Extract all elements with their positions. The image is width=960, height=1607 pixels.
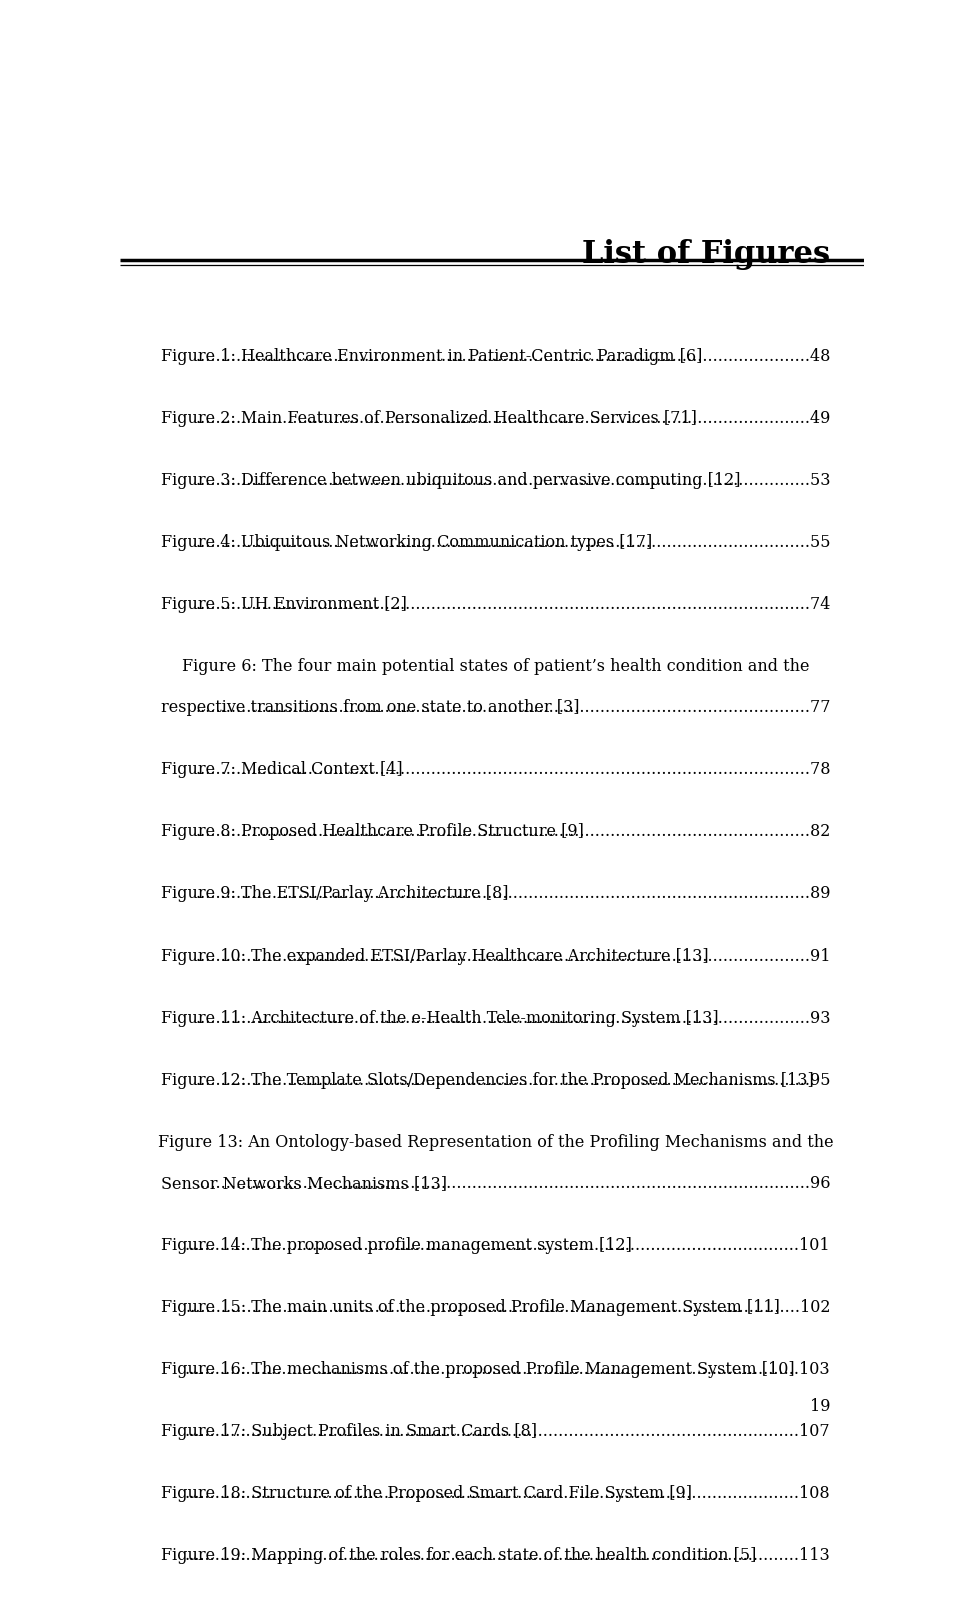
Text: ................................................................................: ........................................… <box>195 1175 830 1191</box>
Text: Figure 3: Difference between ubiquitous and pervasive computing [12]: Figure 3: Difference between ubiquitous … <box>161 471 740 489</box>
Text: ................................................................................: ........................................… <box>195 347 830 365</box>
Text: ................................................................................: ........................................… <box>185 1360 830 1377</box>
Text: Figure 7: Medical Context [4]: Figure 7: Medical Context [4] <box>161 760 402 778</box>
Text: ................................................................................: ........................................… <box>195 760 830 778</box>
Text: ................................................................................: ........................................… <box>185 1485 830 1501</box>
Text: ................................................................................: ........................................… <box>185 1422 830 1440</box>
Text: Figure 9: The ETSI/Parlay Architecture [8]: Figure 9: The ETSI/Parlay Architecture [… <box>161 885 509 902</box>
Text: Figure 13: An Ontology-based Representation of the Profiling Mechanisms and the: Figure 13: An Ontology-based Representat… <box>157 1133 833 1151</box>
Text: ................................................................................: ........................................… <box>195 699 830 715</box>
Text: ................................................................................: ........................................… <box>195 823 830 840</box>
Text: Figure 8: Proposed Healthcare Profile Structure [9]: Figure 8: Proposed Healthcare Profile St… <box>161 823 584 840</box>
Text: ................................................................................: ........................................… <box>185 1236 830 1253</box>
Text: ................................................................................: ........................................… <box>195 534 830 551</box>
Text: Figure 15: The main units of the proposed Profile Management System [11]: Figure 15: The main units of the propose… <box>161 1298 780 1315</box>
Text: 19: 19 <box>810 1396 830 1414</box>
Text: ................................................................................: ........................................… <box>195 410 830 426</box>
Text: ................................................................................: ........................................… <box>195 1072 830 1088</box>
Text: ................................................................................: ........................................… <box>195 471 830 489</box>
Text: Figure 19: Mapping of the roles for each state of the health condition [5]: Figure 19: Mapping of the roles for each… <box>161 1546 756 1564</box>
Text: Figure 10: The expanded ETSI/Parlay Healthcare Architecture [13]: Figure 10: The expanded ETSI/Parlay Heal… <box>161 947 708 964</box>
Text: Figure 14: The proposed profile management system [12]: Figure 14: The proposed profile manageme… <box>161 1236 632 1253</box>
Text: Figure 11: Architecture of the e-Health Tele-monitoring System [13]: Figure 11: Architecture of the e-Health … <box>161 1009 718 1025</box>
Text: Sensor Networks Mechanisms [13]: Sensor Networks Mechanisms [13] <box>161 1175 447 1191</box>
Text: List of Figures: List of Figures <box>583 238 830 270</box>
Text: Figure 17: Subject Profiles in Smart Cards [8]: Figure 17: Subject Profiles in Smart Car… <box>161 1422 537 1440</box>
Text: respective transitions from one state to another [3]: respective transitions from one state to… <box>161 699 580 715</box>
Text: Figure 1: Healthcare Environment in Patient-Centric Paradigm [6]: Figure 1: Healthcare Environment in Pati… <box>161 347 703 365</box>
Text: Figure 16: The mechanisms of the proposed Profile Management System [10]: Figure 16: The mechanisms of the propose… <box>161 1360 795 1377</box>
Text: Figure 12: The Template Slots/Dependencies for the Proposed Mechanisms [13]: Figure 12: The Template Slots/Dependenci… <box>161 1072 814 1088</box>
Text: Figure 18: Structure of the Proposed Smart Card File System [9]: Figure 18: Structure of the Proposed Sma… <box>161 1485 692 1501</box>
Text: ................................................................................: ........................................… <box>184 1546 830 1564</box>
Text: ................................................................................: ........................................… <box>195 885 830 902</box>
Text: Figure 4: Ubiquitous Networking Communication types [17]: Figure 4: Ubiquitous Networking Communic… <box>161 534 652 551</box>
Text: Figure 6: The four main potential states of patient’s health condition and the: Figure 6: The four main potential states… <box>182 657 809 675</box>
Text: Figure 2: Main Features of Personalized Healthcare Services [71]: Figure 2: Main Features of Personalized … <box>161 410 697 426</box>
Text: Figure 5: UH Environment [2]: Figure 5: UH Environment [2] <box>161 596 407 612</box>
Text: ................................................................................: ........................................… <box>195 596 830 612</box>
Text: ................................................................................: ........................................… <box>195 947 830 964</box>
Text: ................................................................................: ........................................… <box>195 1009 830 1025</box>
Text: ................................................................................: ........................................… <box>185 1298 830 1315</box>
